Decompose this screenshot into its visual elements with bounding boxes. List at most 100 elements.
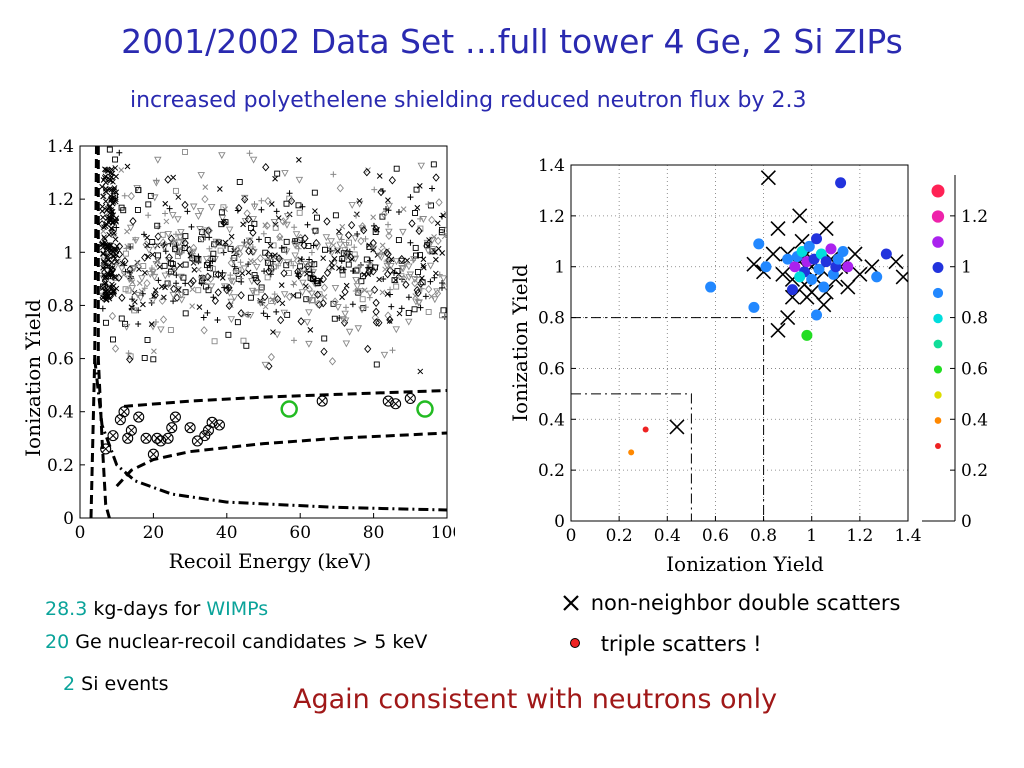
bg-event-plus	[245, 261, 252, 268]
double-scatter-point	[804, 284, 820, 300]
bg-event-diamond	[432, 173, 440, 182]
boundary-line	[89, 146, 98, 518]
bg-event-x	[100, 177, 107, 183]
bg-event-plus	[353, 212, 360, 219]
bg-event-x	[108, 271, 115, 278]
bg-event-x	[107, 177, 114, 184]
bg-event-x	[102, 173, 109, 180]
x-tick-label: 20	[143, 523, 165, 543]
bg-event-triangle	[196, 226, 204, 233]
bg-event-x	[113, 173, 119, 180]
bg-event-triangle	[291, 241, 299, 249]
bg-event-x	[112, 217, 119, 224]
bg-event-plus	[162, 248, 169, 255]
bg-event-diamond	[220, 218, 228, 227]
boundary-line	[571, 393, 692, 521]
bg-event-square	[311, 189, 318, 196]
bg-event-triangle	[392, 258, 401, 266]
bg-event-triangle	[303, 319, 312, 327]
y-tick-label: 1	[63, 243, 74, 263]
bg-event-plus	[99, 305, 106, 312]
bg-event-square	[112, 156, 119, 163]
bg-event-plus	[260, 230, 267, 237]
bg-event-plus	[170, 298, 177, 305]
nuclear-recoil-point	[166, 422, 178, 434]
bg-event-triangle	[218, 152, 226, 160]
bg-event-plus	[264, 313, 271, 320]
bg-event-plus	[260, 310, 267, 317]
colorbar-tick-label: 0.2	[961, 461, 988, 481]
bg-event-triangle	[292, 231, 301, 239]
bg-event-triangle	[331, 284, 340, 292]
bg-event-square	[339, 256, 346, 262]
bg-event-diamond	[198, 234, 207, 243]
bg-event-plus	[125, 350, 132, 357]
bg-event-x	[339, 294, 345, 301]
bg-event-square	[235, 266, 242, 273]
legend-triple-scatters: triple scatters !	[566, 632, 762, 656]
bg-event-x	[111, 185, 118, 191]
triple-scatter-point	[786, 284, 798, 296]
bg-event-square	[351, 251, 358, 258]
bg-event-diamond	[301, 234, 309, 243]
bg-event-plus	[310, 242, 317, 249]
colorbar-tick-label: 1.2	[961, 207, 988, 227]
bg-event-square	[240, 337, 247, 344]
bg-event-square	[354, 266, 361, 273]
bg-event-x	[100, 251, 106, 257]
bg-event-x	[441, 233, 447, 240]
bg-event-square	[145, 201, 152, 208]
bg-event-triangle	[404, 318, 413, 326]
triple-scatter-point	[832, 253, 844, 265]
triple-scatter-point	[820, 256, 832, 268]
bg-event-plus	[288, 258, 295, 265]
bg-event-plus	[273, 208, 280, 215]
bg-event-plus	[350, 268, 357, 275]
bg-event-plus	[266, 256, 273, 263]
bg-event-diamond	[235, 203, 243, 213]
x-tick-label: 0.8	[750, 526, 777, 546]
bg-event-plus	[231, 263, 238, 270]
bg-event-square	[413, 186, 420, 193]
bg-event-triangle	[148, 298, 157, 306]
bg-event-square	[271, 263, 277, 270]
bg-event-square	[202, 283, 209, 290]
bg-event-square	[372, 229, 379, 235]
bg-event-x	[361, 271, 367, 278]
bg-event-plus	[425, 201, 432, 208]
bg-event-diamond	[297, 233, 305, 243]
exposure-line: 28.3 kg-days for WIMPs	[45, 598, 268, 620]
bg-event-diamond	[375, 318, 383, 327]
bg-event-square	[332, 212, 339, 219]
bg-event-x	[328, 260, 335, 266]
bg-event-square	[393, 283, 400, 290]
bg-event-x	[431, 234, 437, 240]
bg-event-triangle	[268, 267, 277, 275]
bg-event-triangle	[376, 252, 384, 260]
bg-event-x	[294, 242, 301, 249]
bg-event-plus	[380, 276, 387, 283]
bg-event-plus	[291, 224, 298, 231]
bg-event-square	[182, 261, 189, 268]
double-scatter-point	[792, 208, 808, 224]
bg-event-square	[106, 146, 113, 153]
y-tick-label: 0.4	[47, 403, 74, 423]
bg-event-triangle	[357, 288, 365, 296]
bg-event-x	[384, 247, 390, 254]
bg-event-triangle	[122, 323, 131, 331]
bg-event-diamond	[227, 258, 235, 268]
bg-event-plus	[342, 304, 349, 311]
bg-event-triangle	[392, 326, 401, 334]
bg-event-x	[278, 282, 285, 288]
bg-event-x	[112, 275, 119, 281]
bg-event-diamond	[372, 307, 380, 316]
bg-event-x	[216, 186, 223, 192]
boundary-line	[96, 146, 111, 518]
bg-event-x	[107, 169, 114, 176]
bg-event-triangle	[295, 176, 304, 184]
bg-event-square	[363, 256, 370, 263]
bg-event-plus	[126, 269, 133, 276]
bg-event-triangle	[175, 239, 184, 247]
bg-event-x	[112, 255, 118, 262]
bg-event-square	[417, 252, 424, 259]
